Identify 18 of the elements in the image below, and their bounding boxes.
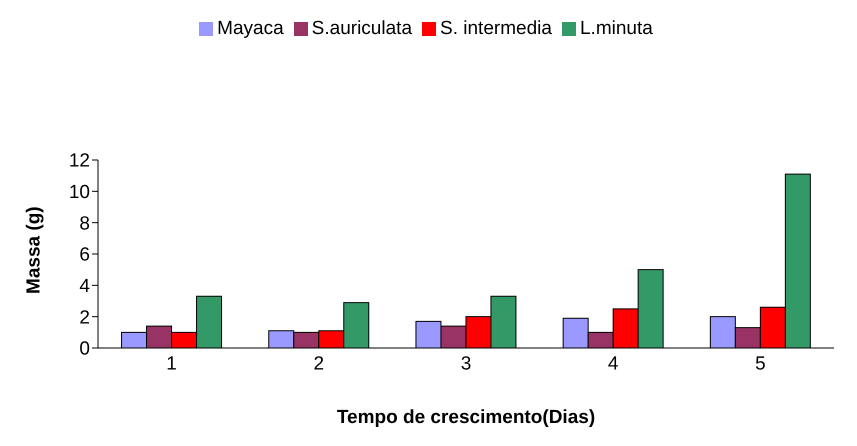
- legend-label: S. intermedia: [440, 18, 552, 39]
- x-axis-title: Tempo de crescimento(Dias): [336, 407, 596, 428]
- y-tick-label: 12: [68, 150, 90, 172]
- y-tick-label: 4: [79, 276, 90, 298]
- y-tick-label: 0: [79, 338, 90, 360]
- legend-label: S.auriculata: [312, 18, 412, 39]
- legend-label: Mayaca: [217, 18, 284, 39]
- x-tick-label: 5: [755, 353, 766, 374]
- x-tick-label: 2: [314, 353, 324, 374]
- y-axis-title: Massa (g): [24, 206, 45, 294]
- y-tick-label: 2: [79, 307, 90, 328]
- legend-label: L.minuta: [580, 18, 653, 39]
- x-tick-label: 1: [166, 353, 177, 374]
- y-tick-label: 8: [79, 213, 90, 234]
- y-tick-label: 6: [79, 244, 90, 266]
- x-tick-label: 3: [460, 353, 472, 374]
- y-tick-label: 10: [68, 182, 90, 204]
- x-tick-label: 4: [608, 353, 619, 374]
